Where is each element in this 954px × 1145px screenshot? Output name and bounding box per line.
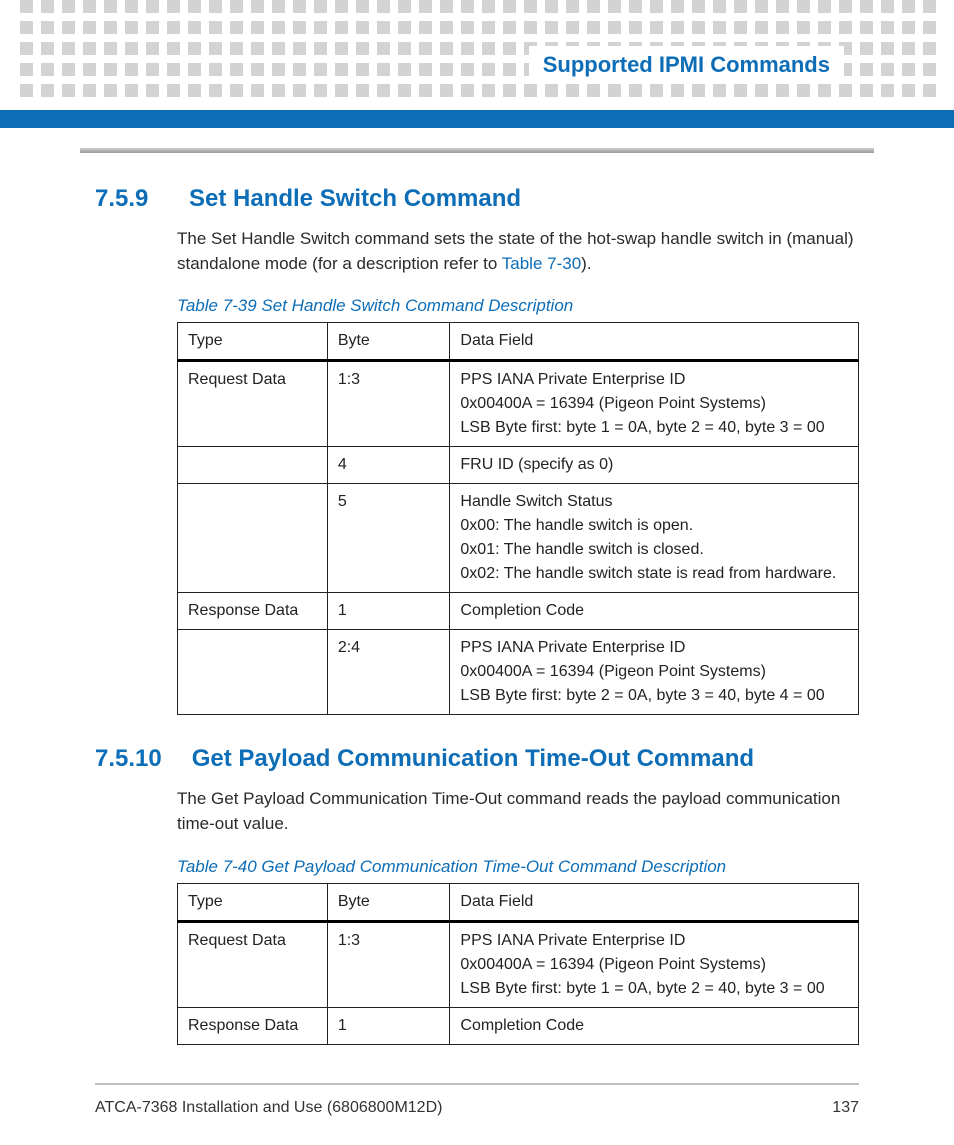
table-cell: FRU ID (specify as 0) <box>450 447 859 484</box>
table-header-cell: Type <box>178 323 328 361</box>
table-row: Request Data1:3PPS IANA Private Enterpri… <box>178 921 859 1007</box>
table-cell: Request Data <box>178 361 328 447</box>
footer-page-number: 137 <box>832 1099 859 1117</box>
section-title: Get Payload Communication Time-Out Comma… <box>192 745 754 773</box>
table-caption: Table 7-39 Set Handle Switch Command Des… <box>177 296 859 316</box>
table-header-row: TypeByteData Field <box>178 883 859 921</box>
table-cell: 1 <box>327 1007 450 1044</box>
table-header-cell: Byte <box>327 323 450 361</box>
section-paragraph: The Get Payload Communication Time-Out c… <box>177 787 859 836</box>
section-paragraph: The Set Handle Switch command sets the s… <box>177 227 859 276</box>
table-row: 5Handle Switch Status0x00: The handle sw… <box>178 484 859 593</box>
command-table: TypeByteData FieldRequest Data1:3PPS IAN… <box>177 883 859 1045</box>
footer-doc-title: ATCA-7368 Installation and Use (6806800M… <box>95 1099 442 1117</box>
section-number: 7.5.9 <box>95 185 159 213</box>
table-cell: PPS IANA Private Enterprise ID0x00400A =… <box>450 921 859 1007</box>
table-cell: 4 <box>327 447 450 484</box>
paragraph-text: The Get Payload Communication Time-Out c… <box>177 789 840 833</box>
paragraph-text: ). <box>581 254 591 273</box>
table-cell <box>178 447 328 484</box>
table-caption: Table 7-40 Get Payload Communication Tim… <box>177 857 859 877</box>
table-header-cell: Data Field <box>450 883 859 921</box>
table-cell <box>178 630 328 715</box>
table-cell: Completion Code <box>450 1007 859 1044</box>
table-cell: Response Data <box>178 593 328 630</box>
section: 7.5.9 Set Handle Switch Command The Set Ha… <box>95 185 859 715</box>
table-row: 4FRU ID (specify as 0) <box>178 447 859 484</box>
table-header-cell: Byte <box>327 883 450 921</box>
table-header-cell: Type <box>178 883 328 921</box>
footer-rule <box>95 1083 859 1085</box>
table-header-row: TypeByteData Field <box>178 323 859 361</box>
cross-reference-link[interactable]: Table 7-30 <box>502 254 581 273</box>
table-cell: 2:4 <box>327 630 450 715</box>
table-cell: PPS IANA Private Enterprise ID0x00400A =… <box>450 630 859 715</box>
section-heading: 7.5.9 Set Handle Switch Command <box>95 185 859 213</box>
command-table: TypeByteData FieldRequest Data1:3PPS IAN… <box>177 322 859 715</box>
table-cell: Response Data <box>178 1007 328 1044</box>
table-cell: Completion Code <box>450 593 859 630</box>
table-cell: 5 <box>327 484 450 593</box>
page-footer: ATCA-7368 Installation and Use (6806800M… <box>95 1099 859 1117</box>
table-cell: 1:3 <box>327 361 450 447</box>
header-blue-bar <box>0 110 954 128</box>
table-cell: PPS IANA Private Enterprise ID0x00400A =… <box>450 361 859 447</box>
table-row: Response Data1Completion Code <box>178 1007 859 1044</box>
page-header-title: Supported IPMI Commands <box>529 46 844 84</box>
section-title: Set Handle Switch Command <box>189 185 521 213</box>
table-cell: Request Data <box>178 921 328 1007</box>
table-cell: 1 <box>327 593 450 630</box>
table-cell: Handle Switch Status0x00: The handle swi… <box>450 484 859 593</box>
table-row: 2:4PPS IANA Private Enterprise ID0x00400… <box>178 630 859 715</box>
table-header-cell: Data Field <box>450 323 859 361</box>
table-cell: 1:3 <box>327 921 450 1007</box>
table-row: Request Data1:3PPS IANA Private Enterpri… <box>178 361 859 447</box>
section: 7.5.10 Get Payload Communication Time-Out… <box>95 745 859 1044</box>
page: Supported IPMI Commands 7.5.9 Set Handle … <box>0 0 954 1145</box>
section-heading: 7.5.10 Get Payload Communication Time-Out… <box>95 745 859 773</box>
content-area: 7.5.9 Set Handle Switch Command The Set Ha… <box>95 185 859 1075</box>
header-gray-rule <box>80 148 874 153</box>
section-number: 7.5.10 <box>95 745 162 773</box>
table-row: Response Data1Completion Code <box>178 593 859 630</box>
table-cell <box>178 484 328 593</box>
